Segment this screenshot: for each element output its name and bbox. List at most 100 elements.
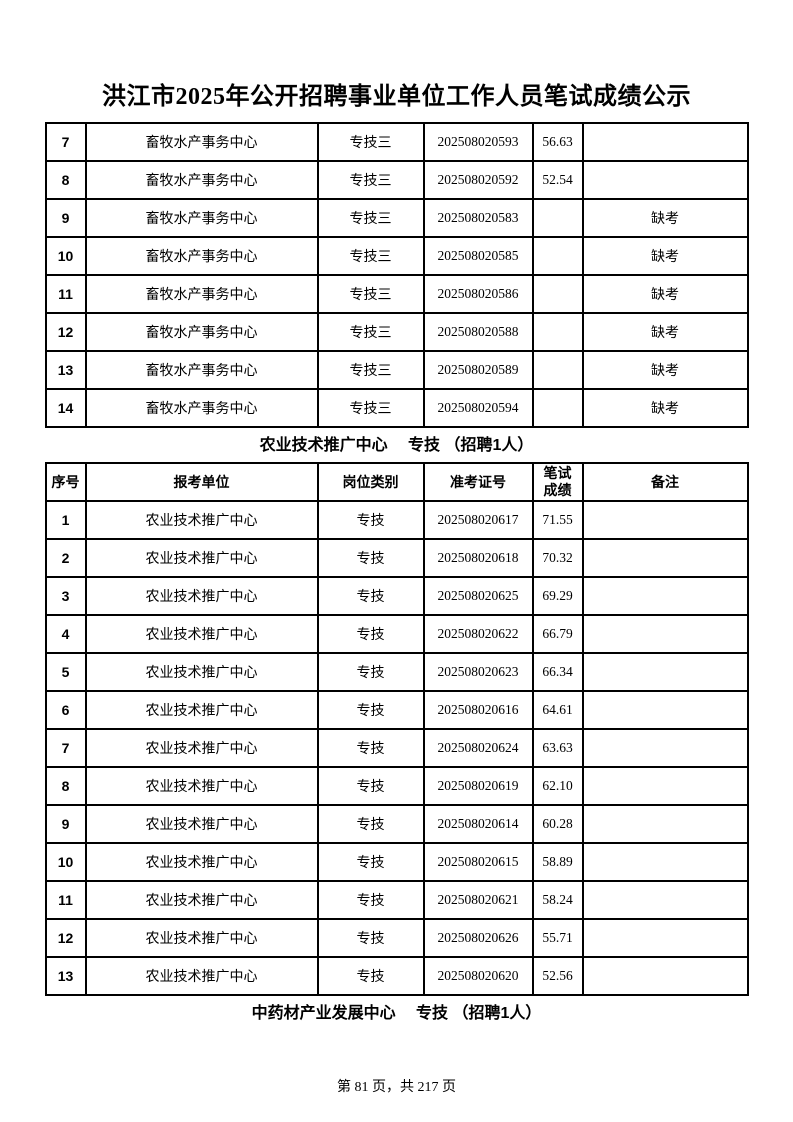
category-cell: 专技三 (316, 274, 425, 314)
score-cell: 71.55 (531, 500, 584, 540)
note-cell: 缺考 (581, 236, 749, 276)
page-title: 洪江市2025年公开招聘事业单位工作人员笔试成绩公示 (102, 84, 691, 110)
row-number-cell: 12 (44, 918, 87, 958)
score-cell (531, 388, 584, 428)
category-cell: 专技三 (316, 122, 425, 162)
table-row: 11 农业技术推广中心 专技 202508020621 58.24 (44, 880, 749, 920)
note-cell: 缺考 (581, 312, 749, 352)
category-cell: 专技 (316, 500, 425, 540)
ticket-number-cell: 202508020593 (422, 122, 534, 162)
ticket-number-cell: 202508020589 (422, 350, 534, 390)
score-cell: 52.56 (531, 956, 584, 996)
row-number-cell: 2 (44, 538, 87, 578)
row-number-cell: 4 (44, 614, 87, 654)
section-heading-agri-tech-center: 农业技术推广中心 专技 （招聘1人） (259, 437, 534, 454)
row-number-cell: 8 (44, 766, 87, 806)
col-header-score: 笔试 成绩 (531, 462, 584, 502)
table-row: 5 农业技术推广中心 专技 202508020623 66.34 (44, 652, 749, 692)
note-cell (581, 918, 749, 958)
note-cell (581, 160, 749, 200)
table-row: 8 农业技术推广中心 专技 202508020619 62.10 (44, 766, 749, 806)
row-number-cell: 9 (44, 804, 87, 844)
ticket-number-cell: 202508020586 (422, 274, 534, 314)
table-row: 6 农业技术推广中心 专技 202508020616 64.61 (44, 690, 749, 730)
category-cell: 专技 (316, 690, 425, 730)
ticket-number-cell: 202508020626 (422, 918, 534, 958)
ticket-number-cell: 202508020618 (422, 538, 534, 578)
unit-cell: 畜牧水产事务中心 (84, 122, 319, 162)
score-cell (531, 236, 584, 276)
unit-cell: 农业技术推广中心 (84, 690, 319, 730)
note-cell (581, 614, 749, 654)
table-row: 7 农业技术推广中心 专技 202508020624 63.63 (44, 728, 749, 768)
col-header-ticket: 准考证号 (422, 462, 534, 502)
table-header: 序号 报考单位 岗位类别 准考证号 笔试 成绩 备注 (44, 462, 749, 502)
category-cell: 专技 (316, 804, 425, 844)
table-row: 11 畜牧水产事务中心 专技三 202508020586 缺考 (44, 274, 749, 314)
row-number-cell: 5 (44, 652, 87, 692)
unit-cell: 畜牧水产事务中心 (84, 350, 319, 390)
score-cell: 58.24 (531, 880, 584, 920)
section-heading-herb-center: 中药材产业发展中心 专技 （招聘1人） (251, 1005, 542, 1022)
category-cell: 专技三 (316, 160, 425, 200)
ticket-number-cell: 202508020583 (422, 198, 534, 238)
score-cell: 63.63 (531, 728, 584, 768)
table-row: 10 农业技术推广中心 专技 202508020615 58.89 (44, 842, 749, 882)
table-row: 1 农业技术推广中心 专技 202508020617 71.55 (44, 500, 749, 540)
note-cell (581, 956, 749, 996)
table-row: 9 畜牧水产事务中心 专技三 202508020583 缺考 (44, 198, 749, 238)
table-row: 3 农业技术推广中心 专技 202508020625 69.29 (44, 576, 749, 616)
table-row: 8 畜牧水产事务中心 专技三 202508020592 52.54 (44, 160, 749, 200)
table-body: 1 农业技术推广中心 专技 202508020617 71.55 2 农业技术推… (44, 500, 749, 996)
unit-cell: 农业技术推广中心 (84, 538, 319, 578)
unit-cell: 农业技术推广中心 (84, 652, 319, 692)
row-number-cell: 10 (44, 236, 87, 276)
unit-cell: 畜牧水产事务中心 (84, 274, 319, 314)
table-row: 13 农业技术推广中心 专技 202508020620 52.56 (44, 956, 749, 996)
row-number-cell: 11 (44, 274, 87, 314)
ticket-number-cell: 202508020617 (422, 500, 534, 540)
note-cell (581, 842, 749, 882)
unit-cell: 农业技术推广中心 (84, 804, 319, 844)
row-number-cell: 7 (44, 728, 87, 768)
score-cell: 69.29 (531, 576, 584, 616)
note-cell (581, 804, 749, 844)
note-cell (581, 652, 749, 692)
note-cell: 缺考 (581, 350, 749, 390)
unit-cell: 农业技术推广中心 (84, 918, 319, 958)
category-cell: 专技 (316, 652, 425, 692)
score-cell (531, 312, 584, 352)
unit-cell: 畜牧水产事务中心 (84, 388, 319, 428)
ticket-number-cell: 202508020620 (422, 956, 534, 996)
col-header-category: 岗位类别 (316, 462, 425, 502)
col-header-unit: 报考单位 (84, 462, 319, 502)
ticket-number-cell: 202508020585 (422, 236, 534, 276)
score-table-livestock: 7 畜牧水产事务中心 专技三 202508020593 56.63 8 畜牧水产… (44, 122, 749, 428)
row-number-cell: 9 (44, 198, 87, 238)
note-cell (581, 576, 749, 616)
header-row: 序号 报考单位 岗位类别 准考证号 笔试 成绩 备注 (44, 462, 749, 502)
table-row: 2 农业技术推广中心 专技 202508020618 70.32 (44, 538, 749, 578)
category-cell: 专技三 (316, 388, 425, 428)
unit-cell: 农业技术推广中心 (84, 500, 319, 540)
score-cell: 55.71 (531, 918, 584, 958)
row-number-cell: 6 (44, 690, 87, 730)
note-cell (581, 690, 749, 730)
unit-cell: 农业技术推广中心 (84, 576, 319, 616)
note-cell (581, 766, 749, 806)
unit-cell: 农业技术推广中心 (84, 956, 319, 996)
score-cell: 66.34 (531, 652, 584, 692)
ticket-number-cell: 202508020624 (422, 728, 534, 768)
row-number-cell: 13 (44, 956, 87, 996)
category-cell: 专技 (316, 880, 425, 920)
ticket-number-cell: 202508020623 (422, 652, 534, 692)
ticket-number-cell: 202508020622 (422, 614, 534, 654)
category-cell: 专技三 (316, 350, 425, 390)
score-cell: 60.28 (531, 804, 584, 844)
category-cell: 专技三 (316, 198, 425, 238)
score-cell: 70.32 (531, 538, 584, 578)
score-cell: 62.10 (531, 766, 584, 806)
col-header-note: 备注 (581, 462, 749, 502)
category-cell: 专技 (316, 956, 425, 996)
score-cell (531, 350, 584, 390)
